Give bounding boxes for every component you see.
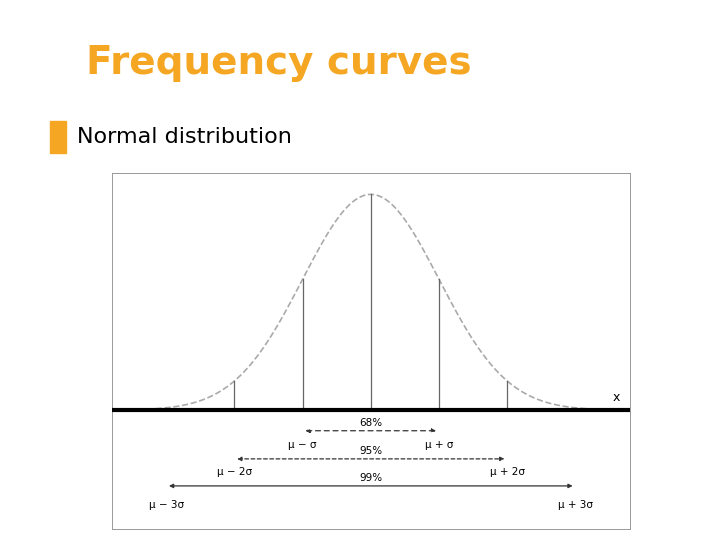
Text: μ + 2σ: μ + 2σ [490, 468, 525, 477]
Text: μ − 2σ: μ − 2σ [217, 468, 252, 477]
Text: Normal distribution: Normal distribution [77, 127, 292, 147]
Text: μ − σ: μ − σ [288, 440, 317, 450]
Text: Frequency curves: Frequency curves [86, 44, 472, 82]
Text: 95%: 95% [359, 446, 382, 456]
Text: x: x [613, 391, 621, 404]
Text: 68%: 68% [359, 418, 382, 428]
Text: 99%: 99% [359, 473, 382, 483]
Text: μ + σ: μ + σ [425, 440, 453, 450]
Text: μ − 3σ: μ − 3σ [148, 500, 184, 510]
Text: μ + 3σ: μ + 3σ [558, 500, 593, 510]
Bar [50, 121, 66, 153]
